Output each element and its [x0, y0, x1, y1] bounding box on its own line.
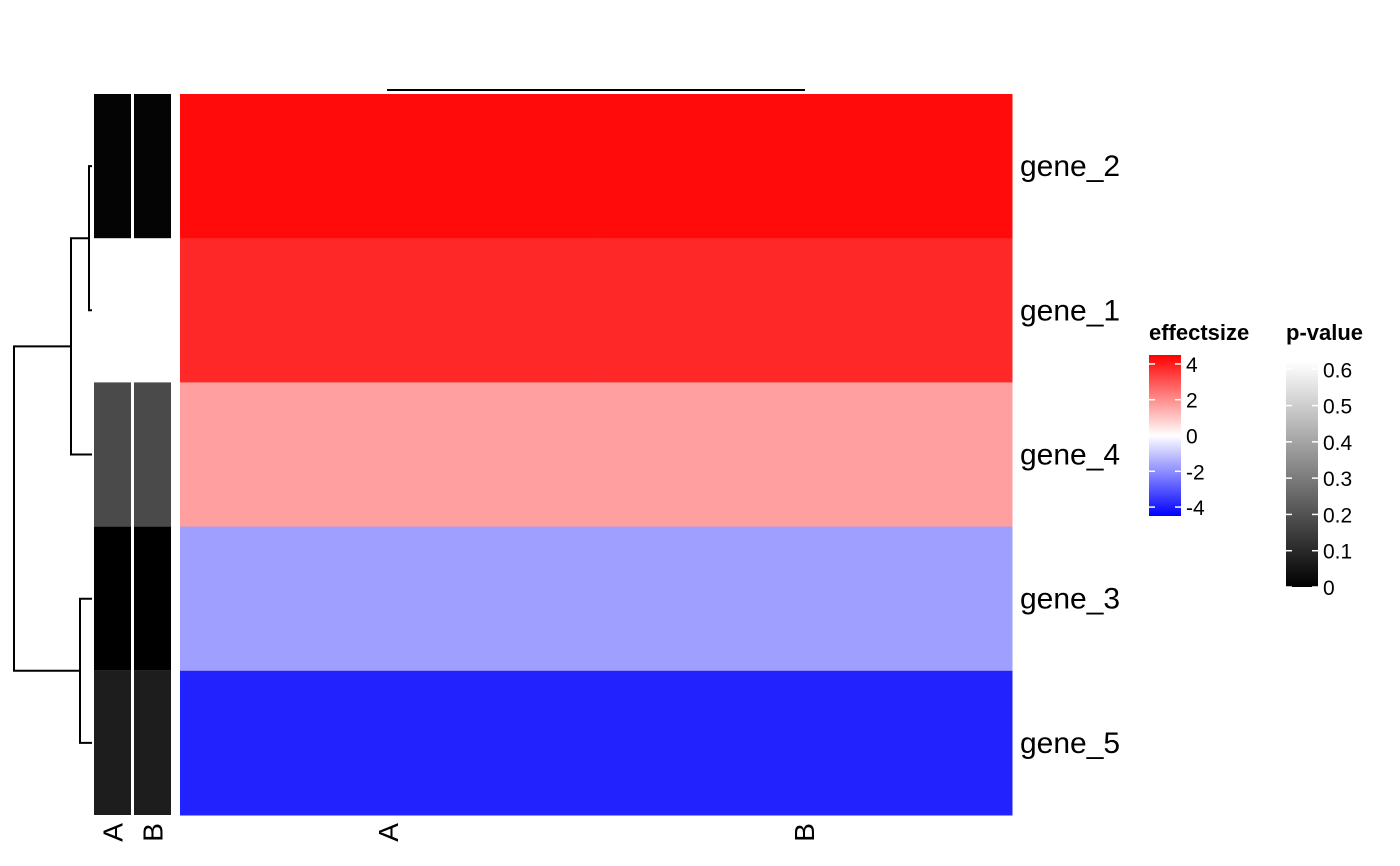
- row-label: gene_5: [1020, 727, 1120, 760]
- annotation-cell-gene_3-A: [94, 526, 131, 671]
- effectsize-legend-tick-label: -4: [1186, 497, 1205, 520]
- pvalue-legend-tick-label: 0: [1323, 577, 1335, 600]
- heatmap-cell-gene_5-A: [180, 670, 597, 816]
- annotation-cell-gene_2-A: [94, 94, 131, 239]
- pvalue-legend-title: p-value: [1286, 320, 1363, 345]
- heatmap-cell-gene_4-A: [180, 382, 597, 528]
- pvalue-legend-tick-label: 0.5: [1323, 396, 1352, 419]
- heatmap-cell-gene_2-A: [180, 94, 597, 239]
- column-label: B: [789, 823, 820, 842]
- annotation-cell-gene_3-B: [134, 526, 171, 671]
- heatmap-cell-gene_3-B: [596, 526, 1013, 672]
- effectsize-legend-title: effectsize: [1149, 320, 1249, 345]
- annotation-cell-gene_5-B: [134, 670, 171, 815]
- effectsize-legend-tick-label: 0: [1186, 426, 1198, 449]
- heatmap-cell-gene_4-B: [596, 382, 1013, 528]
- dendrograms: [13, 89, 805, 744]
- annotation-cell-gene_5-A: [94, 670, 131, 815]
- pvalue-legend-tick-label: 0.6: [1323, 359, 1352, 382]
- row-label: gene_4: [1020, 439, 1120, 472]
- pvalue-legend-tick-label: 0.3: [1323, 468, 1352, 491]
- legends: effectsize 4 2 0 -2 -4 p-value 0.6 0.5 0.4 0.3 0.2 0…: [1149, 320, 1363, 600]
- annotation-column-label: A: [98, 823, 129, 842]
- pvalue-legend-tick-label: 0.2: [1323, 504, 1352, 527]
- effectsize-legend-tick-label: -2: [1186, 461, 1205, 484]
- pvalue-legend-tick-label: 0.4: [1323, 432, 1353, 455]
- annotation-column-label: B: [138, 823, 169, 842]
- heatmap-cell-gene_3-A: [180, 526, 597, 672]
- pvalue-annotation: [94, 94, 171, 815]
- column-label: A: [373, 823, 404, 842]
- effectsize-heatmap: [180, 94, 1013, 816]
- heatmap-cell-gene_2-B: [596, 94, 1013, 239]
- annotation-cell-gene_4-A: [94, 382, 131, 527]
- heatmap-cell-gene_1-A: [180, 238, 597, 383]
- row-label: gene_3: [1020, 583, 1120, 616]
- annotation-cell-gene_4-B: [134, 382, 171, 527]
- heatmap-cell-gene_1-B: [596, 238, 1013, 383]
- pvalue-legend-colorbar: [1286, 362, 1318, 587]
- heatmap-cell-gene_5-B: [596, 670, 1013, 816]
- pvalue-legend-tick-label: 0.1: [1323, 541, 1352, 564]
- row-dendrogram-branch: [79, 597, 92, 744]
- effectsize-legend-tick-label: 2: [1186, 390, 1198, 413]
- row-dendrogram-branch: [88, 165, 92, 312]
- row-label: gene_2: [1020, 150, 1120, 183]
- row-label: gene_1: [1020, 294, 1120, 327]
- annotation-cell-gene_2-B: [134, 94, 171, 239]
- effectsize-legend-tick-label: 4: [1186, 354, 1198, 377]
- row-dendrogram-branch: [13, 345, 80, 672]
